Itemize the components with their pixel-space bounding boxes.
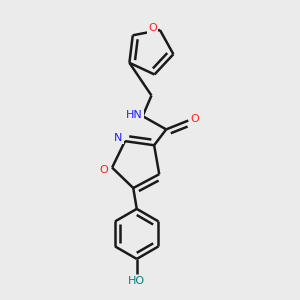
- Text: O: O: [100, 165, 108, 175]
- Text: O: O: [190, 114, 199, 124]
- Text: O: O: [148, 23, 157, 33]
- Text: N: N: [114, 133, 123, 142]
- Text: HO: HO: [128, 276, 145, 286]
- Text: HN: HN: [126, 110, 143, 120]
